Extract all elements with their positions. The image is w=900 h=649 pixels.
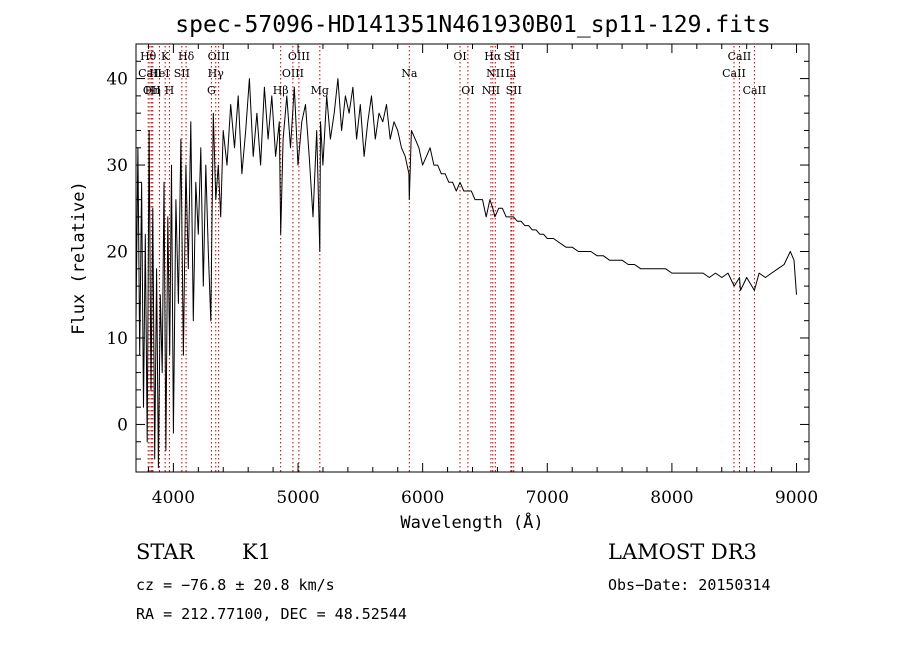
- x-tick-label-6000: 6000: [401, 488, 444, 508]
- object-class: STAR: [136, 540, 195, 564]
- flux-series: [135, 78, 797, 469]
- line-label-12: Hβ: [273, 84, 289, 97]
- line-label-7: H: [165, 84, 175, 97]
- y-tick-label-30: 30: [106, 156, 128, 176]
- line-label-22: Li: [505, 67, 516, 80]
- x-tick-label-8000: 8000: [650, 488, 693, 508]
- y-tick-label-20: 20: [106, 243, 128, 263]
- line-label-23: NII: [482, 84, 500, 97]
- line-label-20: SII: [504, 50, 520, 63]
- line-label-14: OIII: [282, 67, 304, 80]
- line-label-16: Na: [401, 67, 418, 80]
- line-label-6: SII: [174, 67, 190, 80]
- y-tick-label-40: 40: [106, 70, 128, 90]
- line-label-15: Mg: [311, 84, 329, 97]
- line-label-5: K: [161, 50, 170, 63]
- x-tick-label-4000: 4000: [152, 488, 195, 508]
- survey-release: LAMOST DR3: [608, 540, 757, 564]
- line-label-25: CaII: [728, 50, 752, 63]
- x-tick-label-5000: 5000: [276, 488, 319, 508]
- x-tick-label-9000: 9000: [775, 488, 818, 508]
- axis-ticks: [136, 44, 809, 472]
- chart-title: spec-57096-HD141351N461930B01_sp11-129.f…: [175, 12, 770, 38]
- object-subclass: K1: [242, 540, 271, 564]
- coordinates: RA = 212.77100, DEC = 48.52544: [136, 605, 407, 623]
- spectral-line-labels: Hθ CaII OII HeI Hη K SII H Hδ OIII Hγ G Hβ OIII OIII Mg…: [138, 50, 766, 97]
- line-label-18: OI: [461, 84, 474, 97]
- line-label-19: Hα: [484, 50, 502, 63]
- line-label-9: OIII: [208, 50, 230, 63]
- x-tick-label-7000: 7000: [526, 488, 569, 508]
- observation-date: Obs−Date: 20150314: [608, 576, 771, 594]
- line-label-21: NII: [486, 67, 504, 80]
- line-label-17: OI: [453, 50, 466, 63]
- line-label-4: Hη: [145, 84, 161, 97]
- x-axis-label: Wavelength (Å): [400, 511, 543, 533]
- axis-tick-labels: 4000 5000 6000 7000 8000 9000 0 10 20 30 40: [106, 70, 818, 508]
- line-label-0: Hθ: [140, 50, 157, 63]
- y-tick-label-0: 0: [117, 415, 128, 435]
- line-label-1: CaII: [138, 67, 162, 80]
- line-label-13: OIII: [288, 50, 310, 63]
- flux-line: [135, 78, 797, 469]
- y-axis-label: Flux (relative): [69, 181, 89, 335]
- redshift-velocity: cz = −76.8 ± 20.8 km/s: [136, 576, 335, 594]
- y-tick-label-10: 10: [106, 329, 128, 349]
- line-label-8: Hδ: [178, 50, 195, 63]
- line-label-2: OII: [143, 84, 161, 97]
- line-label-27: CaII: [743, 84, 767, 97]
- line-label-11: G: [207, 84, 216, 97]
- line-label-3: HeI: [149, 67, 169, 80]
- line-label-10: Hγ: [208, 67, 225, 80]
- line-label-24: SII: [506, 84, 522, 97]
- line-label-26: CaII: [722, 67, 746, 80]
